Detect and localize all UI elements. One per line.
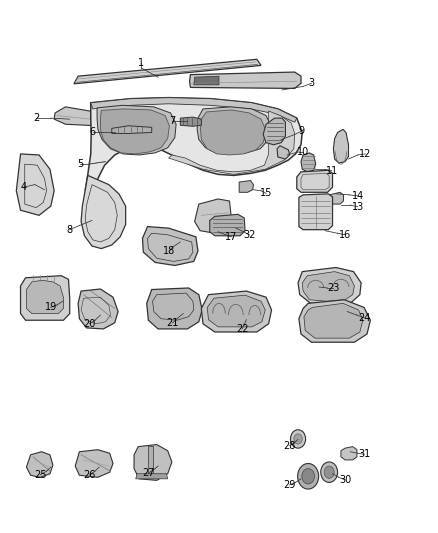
Circle shape (188, 306, 195, 314)
Text: 1: 1 (138, 58, 144, 68)
Text: 28: 28 (283, 441, 296, 450)
Polygon shape (134, 445, 172, 480)
Text: 21: 21 (166, 318, 179, 328)
Text: 2: 2 (33, 113, 39, 123)
Polygon shape (180, 117, 201, 126)
Polygon shape (136, 474, 168, 479)
Polygon shape (239, 181, 254, 192)
Text: 11: 11 (325, 166, 338, 176)
Text: 27: 27 (142, 468, 155, 478)
Polygon shape (112, 126, 152, 133)
Circle shape (290, 430, 306, 448)
Text: 14: 14 (352, 191, 364, 201)
Polygon shape (78, 289, 118, 329)
Text: 18: 18 (163, 246, 176, 256)
Text: 30: 30 (339, 475, 351, 485)
Polygon shape (26, 452, 53, 478)
Text: 7: 7 (169, 116, 175, 126)
Polygon shape (142, 227, 198, 265)
Polygon shape (194, 76, 219, 85)
Polygon shape (85, 98, 302, 221)
Text: 12: 12 (359, 149, 371, 159)
Polygon shape (197, 107, 272, 154)
Polygon shape (194, 199, 232, 233)
Text: 29: 29 (283, 480, 296, 490)
Polygon shape (329, 192, 343, 204)
Polygon shape (54, 107, 131, 127)
Circle shape (303, 222, 308, 228)
Polygon shape (301, 153, 316, 172)
Circle shape (309, 222, 314, 228)
Polygon shape (16, 154, 54, 215)
Text: 17: 17 (226, 232, 238, 242)
Polygon shape (100, 109, 170, 154)
Polygon shape (74, 59, 261, 84)
Polygon shape (302, 272, 354, 301)
Polygon shape (304, 303, 363, 338)
Polygon shape (97, 106, 176, 155)
Circle shape (321, 462, 338, 482)
Text: 9: 9 (298, 126, 304, 136)
Circle shape (324, 466, 334, 478)
Circle shape (321, 222, 327, 228)
Circle shape (302, 469, 314, 484)
Polygon shape (169, 111, 295, 174)
Circle shape (315, 222, 320, 228)
Text: 6: 6 (90, 127, 96, 138)
Ellipse shape (26, 173, 40, 196)
Text: 26: 26 (83, 470, 95, 480)
Polygon shape (201, 110, 266, 155)
Polygon shape (277, 146, 290, 159)
Circle shape (178, 306, 184, 314)
Polygon shape (201, 291, 272, 332)
Circle shape (294, 434, 302, 444)
Polygon shape (263, 118, 286, 145)
Text: 24: 24 (358, 313, 370, 322)
Polygon shape (299, 300, 371, 342)
Text: 5: 5 (77, 159, 83, 169)
Text: 22: 22 (236, 324, 248, 334)
Circle shape (157, 306, 163, 314)
Text: 20: 20 (83, 319, 95, 329)
Polygon shape (81, 175, 126, 248)
Text: 10: 10 (297, 147, 309, 157)
Polygon shape (341, 447, 357, 460)
Text: 23: 23 (327, 283, 339, 293)
Polygon shape (298, 268, 361, 305)
Text: 25: 25 (34, 470, 46, 480)
Polygon shape (299, 194, 332, 230)
Circle shape (298, 464, 319, 489)
Text: 4: 4 (21, 182, 27, 192)
Polygon shape (190, 72, 301, 88)
Polygon shape (297, 171, 332, 192)
Text: 31: 31 (358, 449, 370, 459)
Text: 3: 3 (308, 78, 314, 88)
Polygon shape (75, 450, 113, 478)
Polygon shape (207, 295, 265, 327)
Polygon shape (210, 214, 245, 236)
Text: 8: 8 (67, 224, 73, 235)
Circle shape (167, 306, 174, 314)
Text: 15: 15 (260, 188, 272, 198)
Text: 19: 19 (45, 302, 57, 312)
Polygon shape (333, 130, 349, 163)
Polygon shape (148, 446, 152, 475)
Text: 13: 13 (352, 201, 364, 212)
Polygon shape (21, 276, 70, 320)
Polygon shape (147, 288, 202, 329)
Text: 16: 16 (339, 230, 351, 240)
Text: 32: 32 (243, 230, 255, 240)
Polygon shape (26, 280, 64, 313)
Polygon shape (91, 98, 297, 122)
